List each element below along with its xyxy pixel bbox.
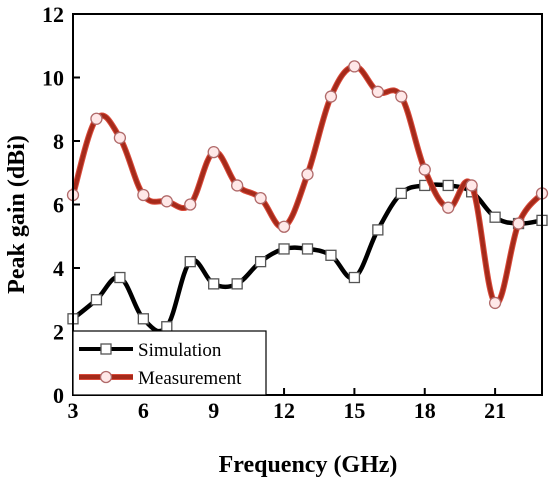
measurement-point <box>230 179 244 192</box>
y-tick-label: 2 <box>53 320 64 345</box>
measurement-point <box>184 198 197 211</box>
y-tick-label: 6 <box>53 193 64 218</box>
simulation-point <box>231 278 243 290</box>
measurement-point <box>113 131 127 144</box>
measurement-point <box>301 168 314 181</box>
measurement-point <box>442 201 455 214</box>
y-tick-label: 4 <box>53 256 64 281</box>
axis-ticks: 3 6 9 12 15 18 21 0 2 4 6 8 10 12 <box>42 2 506 423</box>
measurement-point <box>348 60 361 73</box>
simulation-point <box>278 243 290 255</box>
simulation-point <box>114 271 126 284</box>
simulation-point <box>254 255 267 268</box>
y-tick-label: 0 <box>53 383 64 408</box>
simulation-point <box>184 255 196 268</box>
x-tick-label: 15 <box>343 398 365 423</box>
simulation-point <box>301 243 314 255</box>
simulation-point <box>100 343 112 355</box>
y-axis-title: Peak gain (dBi) <box>4 135 30 294</box>
measurement-point <box>512 217 525 230</box>
x-tick-label: 3 <box>68 398 79 423</box>
simulation-point <box>489 211 501 223</box>
y-tick-label: 12 <box>42 2 64 27</box>
simulation-point <box>348 271 361 284</box>
measurement-point <box>207 145 220 159</box>
simulation-point <box>372 224 384 236</box>
x-tick-label: 6 <box>138 398 149 423</box>
measurement-point <box>90 112 103 125</box>
measurement-point <box>137 188 150 202</box>
plot-area <box>66 60 549 334</box>
measurement-point <box>277 220 291 233</box>
measurement-point <box>371 85 385 98</box>
y-tick-label: 10 <box>42 66 64 91</box>
x-tick-label: 21 <box>484 398 506 423</box>
measurement-point <box>418 163 431 176</box>
legend-measurement-label: Measurement <box>138 368 242 389</box>
x-tick-label: 12 <box>273 398 295 423</box>
simulation-point <box>442 179 454 192</box>
measurement-point <box>465 179 478 192</box>
legend-simulation-label: Simulation <box>138 340 222 361</box>
simulation-point <box>161 321 173 333</box>
legend-box <box>72 330 267 396</box>
simulation-point <box>208 278 220 290</box>
simulation-point <box>90 294 103 306</box>
measurement-point <box>324 90 338 103</box>
measurement-point <box>395 90 408 103</box>
simulation-point <box>137 313 150 325</box>
x-tick-label: 18 <box>414 398 436 423</box>
measurement-point <box>254 191 267 205</box>
measurement-point <box>160 195 173 208</box>
measurement-point <box>488 296 502 310</box>
simulation-point <box>395 187 407 200</box>
x-tick-label: 9 <box>208 398 219 423</box>
simulation-line <box>71 182 543 334</box>
x-axis-title: Frequency (GHz) <box>219 452 398 478</box>
legend: Simulation Measurement <box>72 330 267 396</box>
simulation-point <box>325 249 337 261</box>
measurement-point <box>99 370 113 384</box>
y-tick-label: 8 <box>53 129 64 154</box>
